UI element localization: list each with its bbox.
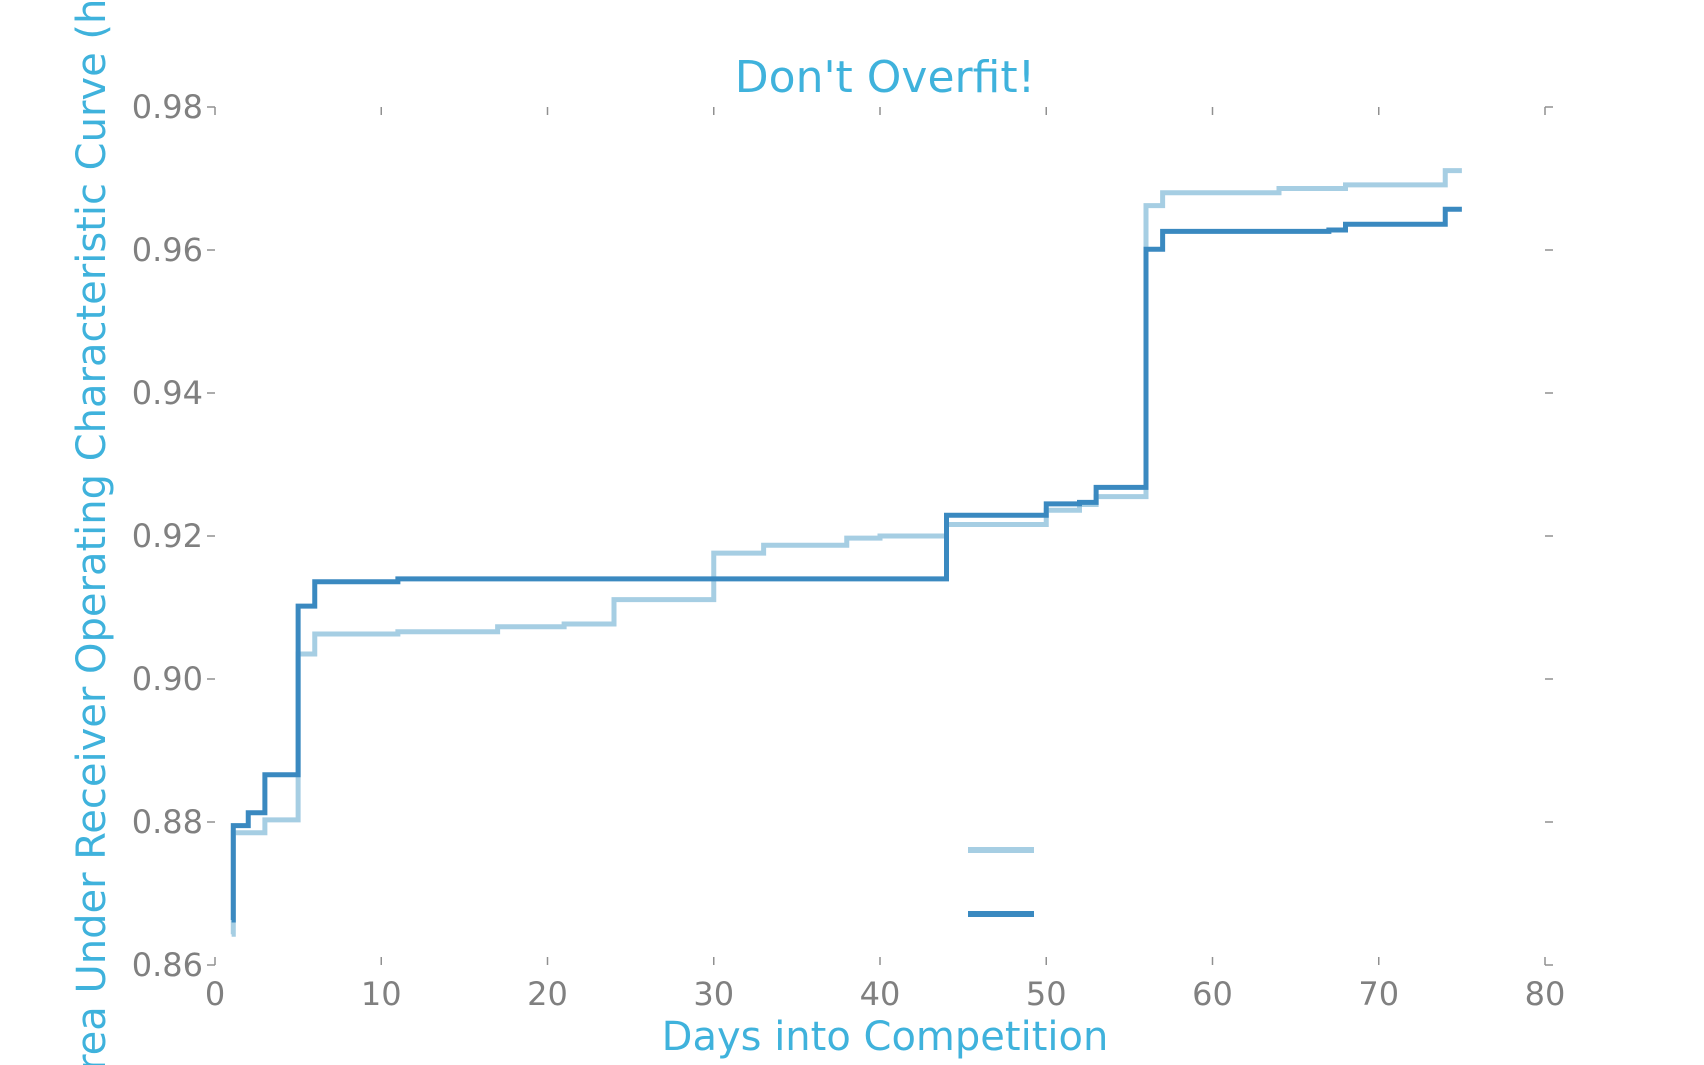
x-tick-marks [214,107,1546,965]
x-tick-label-2: 20 [527,975,568,1013]
y-axis-label: Area Under Receiver Operating Characteri… [69,0,115,1065]
series-line-1 [230,206,1462,923]
x-tick-label-8: 80 [1525,975,1566,1013]
y-tick-label-1: 0.88 [132,803,203,841]
y-tick-labels: 0.86 0.88 0.90 0.92 0.94 0.96 0.98 [132,88,203,984]
x-tick-label-7: 70 [1358,975,1399,1013]
legend [968,847,1034,917]
x-tick-label-0: 0 [205,975,225,1013]
x-tick-label-5: 50 [1026,975,1067,1013]
y-tick-marks [207,106,1553,966]
x-tick-labels: 0 10 20 30 40 50 60 70 80 [205,975,1566,1013]
y-tick-label-3: 0.92 [132,517,203,555]
x-tick-label-3: 30 [693,975,734,1013]
series-line-0 [230,168,1462,937]
y-tick-label-5: 0.96 [132,231,203,269]
x-tick-label-1: 10 [361,975,402,1013]
y-tick-label-0: 0.86 [132,946,203,984]
y-tick-label-6: 0.98 [132,88,203,126]
y-tick-label-4: 0.94 [132,374,203,412]
x-tick-label-4: 40 [860,975,901,1013]
y-tick-label-2: 0.90 [132,660,203,698]
x-axis-label: Days into Competition [662,1014,1109,1060]
chart-title: Don't Overfit! [735,52,1035,103]
series-lines [230,168,1462,937]
x-tick-label-6: 60 [1192,975,1233,1013]
